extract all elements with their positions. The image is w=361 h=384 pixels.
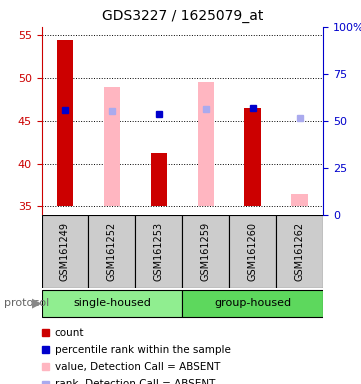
Text: GSM161253: GSM161253 <box>154 222 164 281</box>
Bar <box>182 215 229 288</box>
Text: count: count <box>55 328 84 338</box>
Text: value, Detection Call = ABSENT: value, Detection Call = ABSENT <box>55 362 220 372</box>
Text: GSM161252: GSM161252 <box>107 222 117 281</box>
Bar <box>151 152 167 207</box>
Text: GSM161260: GSM161260 <box>248 222 258 281</box>
Text: protocol: protocol <box>4 298 49 308</box>
Text: ▶: ▶ <box>32 297 42 310</box>
Bar <box>88 215 135 288</box>
Bar <box>42 215 88 288</box>
Bar <box>104 87 120 207</box>
Text: GSM161249: GSM161249 <box>60 222 70 281</box>
Bar <box>291 194 308 207</box>
Bar <box>229 215 276 288</box>
Text: GSM161262: GSM161262 <box>295 222 305 281</box>
Bar <box>57 40 73 207</box>
Text: GSM161259: GSM161259 <box>201 222 211 281</box>
Text: single-housed: single-housed <box>73 298 151 308</box>
Bar <box>276 215 323 288</box>
Bar <box>42 290 182 317</box>
Bar <box>197 83 214 207</box>
Bar <box>182 290 323 317</box>
Text: percentile rank within the sample: percentile rank within the sample <box>55 345 231 355</box>
Text: group-housed: group-housed <box>214 298 291 308</box>
Bar <box>135 215 182 288</box>
Title: GDS3227 / 1625079_at: GDS3227 / 1625079_at <box>101 9 263 23</box>
Bar <box>244 108 261 207</box>
Text: rank, Detection Call = ABSENT: rank, Detection Call = ABSENT <box>55 379 215 384</box>
